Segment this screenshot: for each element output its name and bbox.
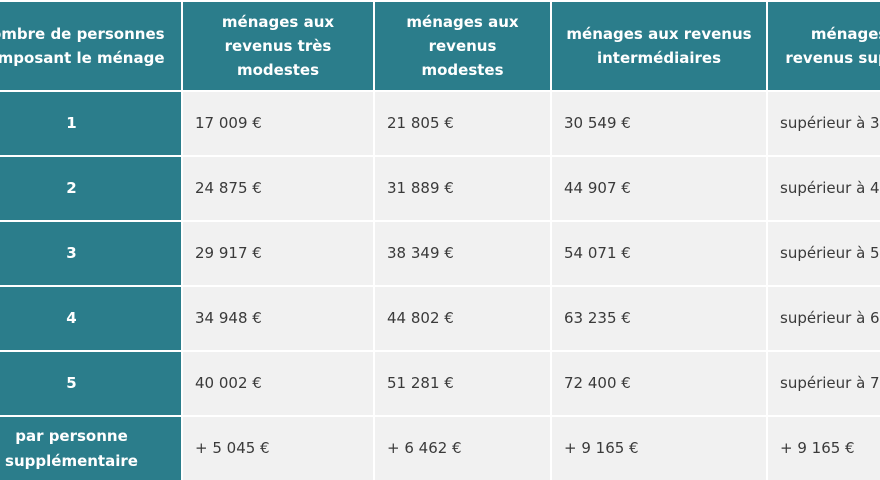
header-cell: ménages aux revenus supérieurs	[766, 0, 880, 92]
cell: 31 889 €	[373, 155, 552, 222]
table-row: par personne supplémentaire + 5 045 € + 6 …	[0, 415, 880, 480]
header-cell: Nombre de personnes composant le ménage	[0, 0, 183, 92]
cell: 21 805 €	[373, 90, 552, 157]
cell: 44 907 €	[550, 155, 768, 222]
cell: 24 875 €	[181, 155, 375, 222]
cell: 72 400 €	[550, 350, 768, 417]
table-row: 224 875 €31 889 €44 907 €supérieur à 44 …	[0, 155, 880, 222]
row-label: 4	[0, 285, 183, 352]
row-label: 3	[0, 220, 183, 287]
cell: supérieur à 63 235 €	[766, 285, 880, 352]
cell: 17 009 €	[181, 90, 375, 157]
table-row: 540 002 €51 281 €72 400 €supérieur à 72 …	[0, 350, 880, 417]
cell: 30 549 €	[550, 90, 768, 157]
cell: supérieur à 72 400 €	[766, 350, 880, 417]
cell: 63 235 €	[550, 285, 768, 352]
cell: 34 948 €	[181, 285, 375, 352]
header-cell: ménages aux revenus intermédiaires	[550, 0, 768, 92]
cell: 51 281 €	[373, 350, 552, 417]
table-row: 117 009 €21 805 €30 549 €supérieur à 30 …	[0, 90, 880, 157]
table-row: 329 917 €38 349 €54 071 €supérieur à 54 …	[0, 220, 880, 287]
header-cell: ménages aux revenus modestes	[373, 0, 552, 92]
row-label: par personne supplémentaire	[0, 415, 183, 480]
header-row: Nombre de personnes composant le ménagem…	[0, 0, 880, 92]
cell: 40 002 €	[181, 350, 375, 417]
cell: + 9 165 €	[550, 415, 768, 480]
cell: + 5 045 €	[181, 415, 375, 480]
cell: 38 349 €	[373, 220, 552, 287]
header-cell: ménages aux revenus très modestes	[181, 0, 375, 92]
cell: supérieur à 30 549 €	[766, 90, 880, 157]
row-label: 1	[0, 90, 183, 157]
table-body: 117 009 €21 805 €30 549 €supérieur à 30 …	[0, 90, 880, 480]
cell: + 9 165 €	[766, 415, 880, 480]
table-row: 434 948 €44 802 €63 235 €supérieur à 63 …	[0, 285, 880, 352]
cell: 29 917 €	[181, 220, 375, 287]
row-label: 2	[0, 155, 183, 222]
cell: 44 802 €	[373, 285, 552, 352]
cell: 54 071 €	[550, 220, 768, 287]
cell: supérieur à 54 071 €	[766, 220, 880, 287]
row-label: 5	[0, 350, 183, 417]
cell: supérieur à 44 907 €	[766, 155, 880, 222]
cell: + 6 462 €	[373, 415, 552, 480]
